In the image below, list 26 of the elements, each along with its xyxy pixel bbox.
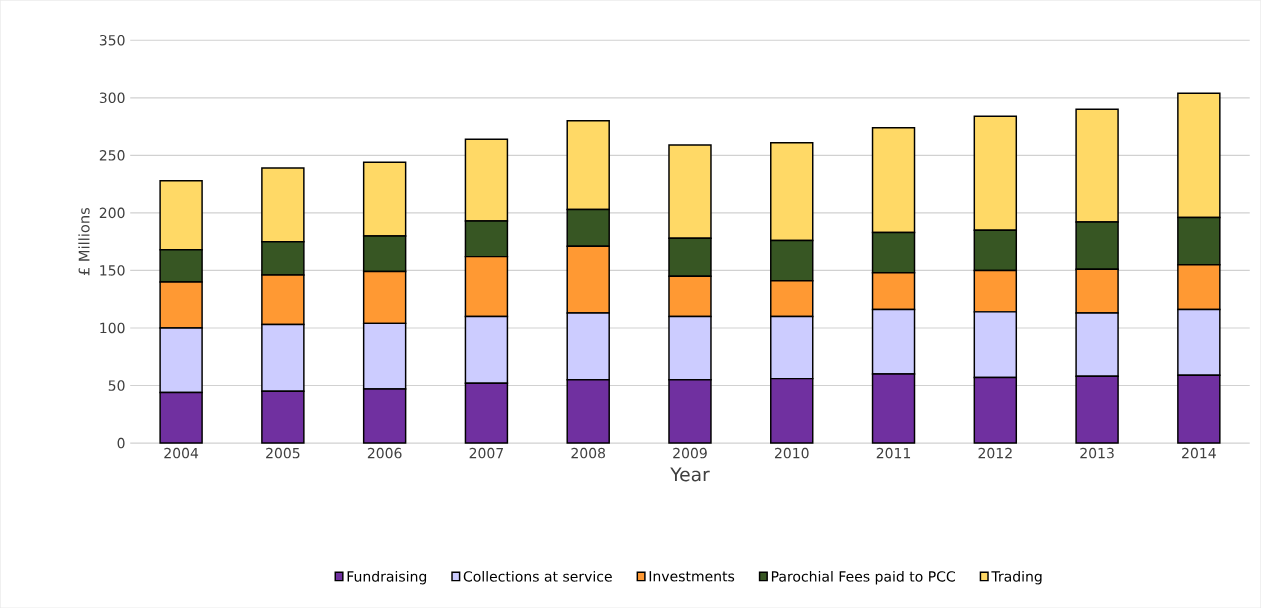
x-axis-title: Year bbox=[670, 467, 710, 482]
y-tick-label: 50 bbox=[108, 380, 125, 391]
x-tick-label: 2011 bbox=[876, 447, 911, 459]
x-tick-label: 2007 bbox=[469, 447, 504, 459]
x-tick-label: 2006 bbox=[367, 447, 402, 459]
legend-label: Collections at service bbox=[463, 570, 612, 582]
legend-label: Parochial Fees paid to PCC bbox=[771, 570, 955, 585]
x-tick-label: 2009 bbox=[673, 447, 707, 459]
x-tick-label: 2004 bbox=[164, 447, 199, 459]
x-tick-label: 2005 bbox=[266, 447, 300, 459]
y-tick-label: 350 bbox=[99, 34, 125, 46]
y-tick-label: 150 bbox=[100, 265, 125, 276]
legend-label: Investments bbox=[649, 570, 735, 582]
y-tick-label: 250 bbox=[99, 149, 125, 161]
y-tick-label: 300 bbox=[99, 92, 125, 103]
legend-label: Fundraising bbox=[347, 570, 427, 585]
y-axis-title: £ Millions bbox=[78, 207, 90, 276]
y-tick-label: 100 bbox=[100, 322, 125, 334]
x-tick-label: 2010 bbox=[774, 447, 809, 459]
x-tick-label: 2013 bbox=[1080, 447, 1114, 459]
legend-label: Trading bbox=[991, 570, 1042, 585]
y-tick-label: 200 bbox=[99, 207, 125, 219]
x-tick-label: 2012 bbox=[978, 447, 1012, 459]
x-tick-label: 2008 bbox=[571, 447, 606, 459]
x-tick-label: 2014 bbox=[1182, 447, 1216, 459]
y-tick-label: 0 bbox=[117, 437, 125, 449]
